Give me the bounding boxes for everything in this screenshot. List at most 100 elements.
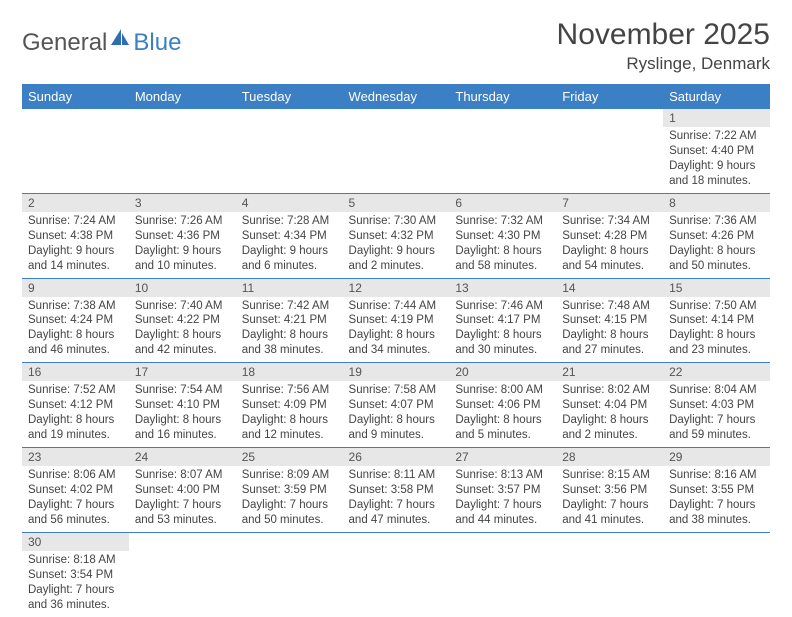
daylight-line-1: Daylight: 7 hours bbox=[28, 583, 123, 598]
calendar-body: 1Sunrise: 7:22 AMSunset: 4:40 PMDaylight… bbox=[22, 109, 770, 617]
calendar-cell bbox=[343, 532, 450, 616]
day-body: Sunrise: 8:15 AMSunset: 3:56 PMDaylight:… bbox=[556, 466, 663, 532]
sunset-line: Sunset: 4:38 PM bbox=[28, 229, 123, 244]
daylight-line-1: Daylight: 8 hours bbox=[669, 244, 764, 259]
sunset-line: Sunset: 4:24 PM bbox=[28, 313, 123, 328]
day-body: Sunrise: 8:07 AMSunset: 4:00 PMDaylight:… bbox=[129, 466, 236, 532]
daylight-line-1: Daylight: 8 hours bbox=[562, 244, 657, 259]
daylight-line-2: and 38 minutes. bbox=[669, 513, 764, 528]
sunset-line: Sunset: 3:54 PM bbox=[28, 568, 123, 583]
day-body: Sunrise: 7:44 AMSunset: 4:19 PMDaylight:… bbox=[343, 297, 450, 363]
calendar-cell: 15Sunrise: 7:50 AMSunset: 4:14 PMDayligh… bbox=[663, 278, 770, 363]
daylight-line-1: Daylight: 9 hours bbox=[242, 244, 337, 259]
day-body: Sunrise: 7:34 AMSunset: 4:28 PMDaylight:… bbox=[556, 212, 663, 278]
daylight-line-2: and 42 minutes. bbox=[135, 343, 230, 358]
daylight-line-2: and 36 minutes. bbox=[28, 598, 123, 613]
daylight-line-2: and 50 minutes. bbox=[669, 259, 764, 274]
day-number: 4 bbox=[236, 194, 343, 212]
day-body: Sunrise: 7:28 AMSunset: 4:34 PMDaylight:… bbox=[236, 212, 343, 278]
sunrise-line: Sunrise: 7:54 AM bbox=[135, 383, 230, 398]
daylight-line-2: and 2 minutes. bbox=[562, 428, 657, 443]
calendar-cell: 19Sunrise: 7:58 AMSunset: 4:07 PMDayligh… bbox=[343, 363, 450, 448]
daylight-line-1: Daylight: 8 hours bbox=[242, 413, 337, 428]
sunset-line: Sunset: 4:03 PM bbox=[669, 398, 764, 413]
sunrise-line: Sunrise: 7:36 AM bbox=[669, 214, 764, 229]
sunrise-line: Sunrise: 8:00 AM bbox=[455, 383, 550, 398]
sunset-line: Sunset: 4:30 PM bbox=[455, 229, 550, 244]
sunrise-line: Sunrise: 7:22 AM bbox=[669, 129, 764, 144]
calendar-cell bbox=[663, 532, 770, 616]
logo: GeneralBlue bbox=[22, 18, 181, 57]
daylight-line-1: Daylight: 8 hours bbox=[669, 328, 764, 343]
daylight-line-1: Daylight: 7 hours bbox=[562, 498, 657, 513]
day-body: Sunrise: 7:48 AMSunset: 4:15 PMDaylight:… bbox=[556, 297, 663, 363]
calendar-cell: 8Sunrise: 7:36 AMSunset: 4:26 PMDaylight… bbox=[663, 193, 770, 278]
daylight-line-2: and 41 minutes. bbox=[562, 513, 657, 528]
calendar-cell: 11Sunrise: 7:42 AMSunset: 4:21 PMDayligh… bbox=[236, 278, 343, 363]
day-body: Sunrise: 8:16 AMSunset: 3:55 PMDaylight:… bbox=[663, 466, 770, 532]
daylight-line-2: and 54 minutes. bbox=[562, 259, 657, 274]
sunrise-line: Sunrise: 7:30 AM bbox=[349, 214, 444, 229]
daylight-line-1: Daylight: 7 hours bbox=[349, 498, 444, 513]
sunrise-line: Sunrise: 7:44 AM bbox=[349, 299, 444, 314]
day-body: Sunrise: 7:42 AMSunset: 4:21 PMDaylight:… bbox=[236, 297, 343, 363]
sunrise-line: Sunrise: 7:42 AM bbox=[242, 299, 337, 314]
day-body: Sunrise: 7:58 AMSunset: 4:07 PMDaylight:… bbox=[343, 381, 450, 447]
sunset-line: Sunset: 3:58 PM bbox=[349, 483, 444, 498]
day-body: Sunrise: 7:26 AMSunset: 4:36 PMDaylight:… bbox=[129, 212, 236, 278]
day-number: 7 bbox=[556, 194, 663, 212]
day-body: Sunrise: 7:50 AMSunset: 4:14 PMDaylight:… bbox=[663, 297, 770, 363]
calendar-cell bbox=[236, 532, 343, 616]
day-number: 29 bbox=[663, 448, 770, 466]
sunrise-line: Sunrise: 7:58 AM bbox=[349, 383, 444, 398]
daylight-line-2: and 14 minutes. bbox=[28, 259, 123, 274]
calendar-cell: 5Sunrise: 7:30 AMSunset: 4:32 PMDaylight… bbox=[343, 193, 450, 278]
day-number: 19 bbox=[343, 363, 450, 381]
day-number: 26 bbox=[343, 448, 450, 466]
daylight-line-2: and 6 minutes. bbox=[242, 259, 337, 274]
day-body: Sunrise: 7:46 AMSunset: 4:17 PMDaylight:… bbox=[449, 297, 556, 363]
daylight-line-1: Daylight: 9 hours bbox=[349, 244, 444, 259]
calendar-cell: 26Sunrise: 8:11 AMSunset: 3:58 PMDayligh… bbox=[343, 448, 450, 533]
calendar-cell bbox=[22, 109, 129, 193]
daylight-line-2: and 34 minutes. bbox=[349, 343, 444, 358]
sunrise-line: Sunrise: 7:26 AM bbox=[135, 214, 230, 229]
sunset-line: Sunset: 4:21 PM bbox=[242, 313, 337, 328]
sunrise-line: Sunrise: 8:02 AM bbox=[562, 383, 657, 398]
daylight-line-2: and 58 minutes. bbox=[455, 259, 550, 274]
calendar-cell bbox=[236, 109, 343, 193]
daylight-line-2: and 56 minutes. bbox=[28, 513, 123, 528]
day-number: 27 bbox=[449, 448, 556, 466]
title-block: November 2025 Ryslinge, Denmark bbox=[557, 18, 770, 74]
weekday-header: Tuesday bbox=[236, 84, 343, 109]
sunset-line: Sunset: 4:40 PM bbox=[669, 144, 764, 159]
sunrise-line: Sunrise: 8:18 AM bbox=[28, 553, 123, 568]
sunrise-line: Sunrise: 7:48 AM bbox=[562, 299, 657, 314]
day-number: 10 bbox=[129, 279, 236, 297]
calendar-cell: 4Sunrise: 7:28 AMSunset: 4:34 PMDaylight… bbox=[236, 193, 343, 278]
calendar-cell: 17Sunrise: 7:54 AMSunset: 4:10 PMDayligh… bbox=[129, 363, 236, 448]
day-number: 8 bbox=[663, 194, 770, 212]
daylight-line-2: and 47 minutes. bbox=[349, 513, 444, 528]
daylight-line-1: Daylight: 8 hours bbox=[562, 328, 657, 343]
sunset-line: Sunset: 4:17 PM bbox=[455, 313, 550, 328]
sunrise-line: Sunrise: 7:50 AM bbox=[669, 299, 764, 314]
sunset-line: Sunset: 3:55 PM bbox=[669, 483, 764, 498]
day-body: Sunrise: 7:54 AMSunset: 4:10 PMDaylight:… bbox=[129, 381, 236, 447]
day-number: 2 bbox=[22, 194, 129, 212]
calendar-cell bbox=[556, 109, 663, 193]
day-body: Sunrise: 7:22 AMSunset: 4:40 PMDaylight:… bbox=[663, 127, 770, 193]
day-number: 17 bbox=[129, 363, 236, 381]
day-number: 13 bbox=[449, 279, 556, 297]
sunset-line: Sunset: 4:12 PM bbox=[28, 398, 123, 413]
day-number: 14 bbox=[556, 279, 663, 297]
calendar-cell: 30Sunrise: 8:18 AMSunset: 3:54 PMDayligh… bbox=[22, 532, 129, 616]
daylight-line-1: Daylight: 9 hours bbox=[669, 159, 764, 174]
day-body: Sunrise: 8:18 AMSunset: 3:54 PMDaylight:… bbox=[22, 551, 129, 617]
sunset-line: Sunset: 3:59 PM bbox=[242, 483, 337, 498]
daylight-line-1: Daylight: 7 hours bbox=[135, 498, 230, 513]
daylight-line-1: Daylight: 7 hours bbox=[669, 413, 764, 428]
weekday-header: Wednesday bbox=[343, 84, 450, 109]
calendar-cell: 9Sunrise: 7:38 AMSunset: 4:24 PMDaylight… bbox=[22, 278, 129, 363]
weekday-header: Saturday bbox=[663, 84, 770, 109]
